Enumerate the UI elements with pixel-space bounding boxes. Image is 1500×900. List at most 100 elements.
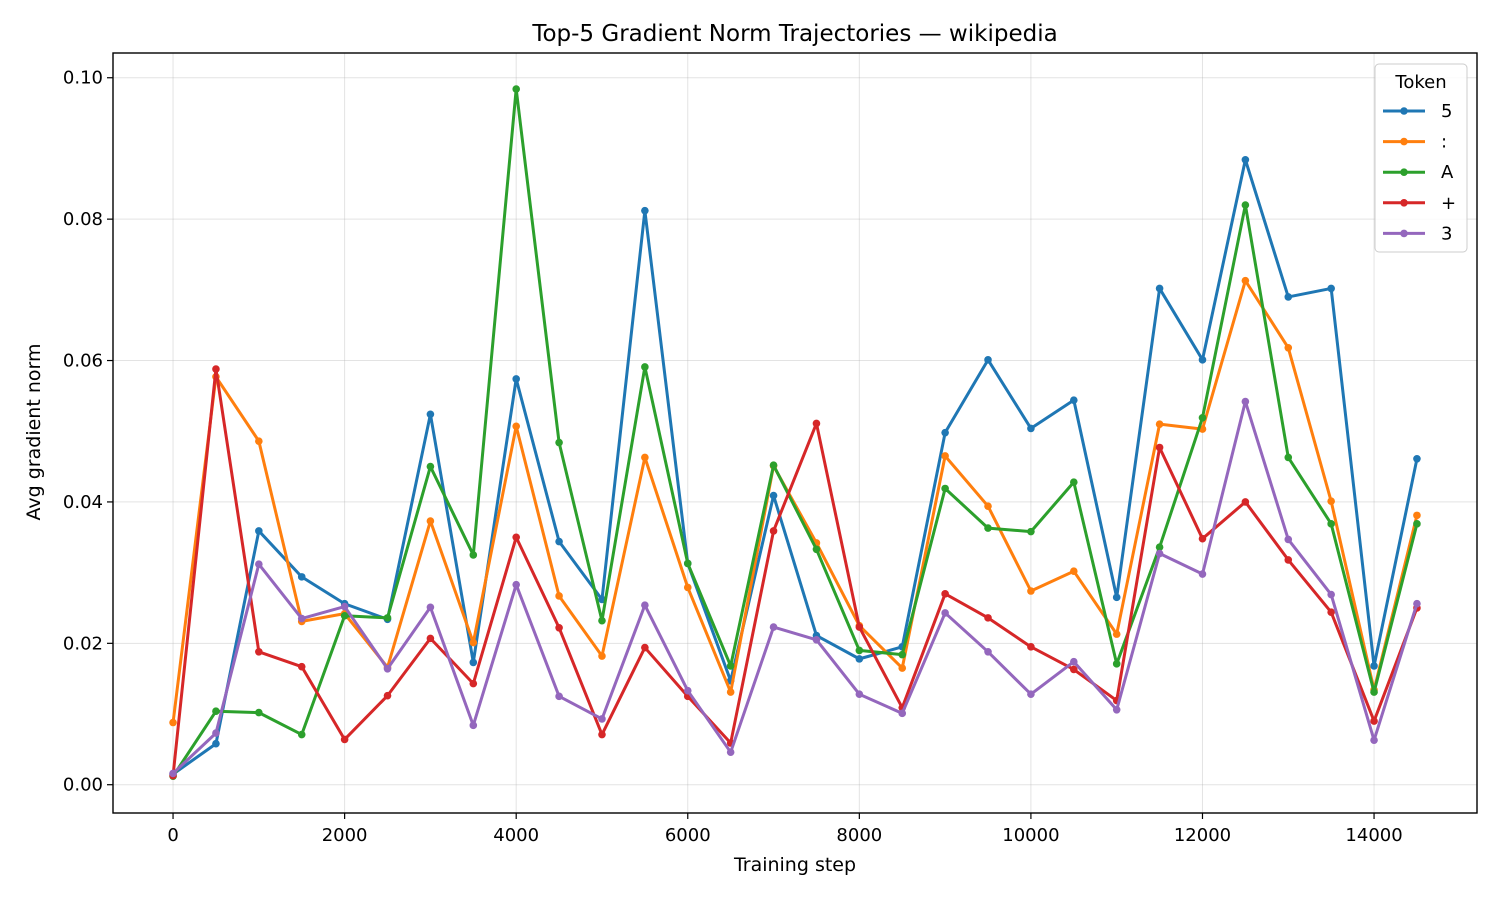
data-point (898, 650, 907, 659)
series-4 (169, 365, 1421, 780)
legend-marker (1400, 107, 1408, 115)
data-point (340, 602, 349, 611)
data-point (426, 603, 435, 612)
data-point (297, 662, 306, 671)
data-point (512, 422, 520, 431)
chart-title: Top-5 Gradient Norm Trajectories — wikip… (531, 21, 1057, 47)
data-point (1070, 657, 1078, 666)
data-point (469, 658, 478, 667)
data-point (641, 453, 649, 462)
y-tick-label: 0.00 (63, 775, 103, 796)
data-point (1370, 688, 1378, 696)
data-point (1027, 424, 1035, 433)
data-point (812, 545, 821, 554)
series-5 (169, 397, 1421, 778)
data-point (812, 419, 821, 428)
plot-area-frame (112, 52, 1478, 814)
data-point (426, 634, 435, 643)
series-line (171, 87, 1419, 778)
data-point (1112, 660, 1121, 668)
legend-marker (1400, 199, 1408, 207)
data-point (855, 655, 864, 663)
legend-entries: 5: A +3 (1383, 101, 1456, 244)
data-point (426, 517, 435, 525)
series-3 (169, 85, 1421, 781)
data-point (512, 533, 520, 542)
data-point (212, 365, 220, 373)
data-point (426, 462, 435, 471)
data-point (255, 648, 263, 656)
data-point (598, 715, 606, 723)
y-tick-label: 0.08 (63, 209, 103, 230)
series-1 (169, 155, 1421, 778)
data-point (1155, 284, 1164, 293)
data-point (1413, 455, 1421, 463)
legend-marker (1400, 137, 1408, 146)
data-point (1198, 414, 1207, 422)
x-tick-label: 8000 (836, 825, 882, 846)
data-point (683, 583, 692, 592)
data-point (1155, 420, 1164, 428)
data-point (1241, 498, 1250, 506)
data-point (1241, 397, 1250, 406)
legend-marker (1400, 229, 1408, 238)
data-point (1070, 665, 1078, 674)
data-point (1413, 511, 1421, 520)
data-point (426, 410, 435, 419)
legend-label: : (1441, 132, 1447, 153)
legend-entry: A (1383, 162, 1454, 183)
data-point (1198, 570, 1207, 578)
y-tick-label: 0.02 (63, 633, 103, 654)
legend-label: 3 (1441, 223, 1452, 244)
data-point (469, 551, 478, 559)
data-point (941, 609, 949, 617)
data-point (641, 601, 649, 609)
data-point (598, 730, 606, 739)
legend-label: + (1441, 193, 1456, 214)
data-point (212, 707, 220, 715)
data-point (1027, 527, 1035, 536)
data-point (984, 614, 992, 622)
legend-entry: : (1383, 132, 1447, 153)
y-axis-title: Avg gradient norm (23, 344, 45, 521)
data-point (212, 729, 220, 737)
x-tick-label: 12000 (1174, 825, 1231, 846)
data-point (641, 643, 649, 652)
data-point (726, 662, 735, 670)
data-point (297, 573, 306, 581)
data-point (598, 652, 606, 660)
data-point (1155, 543, 1164, 551)
x-tick-label: 0 (167, 825, 178, 846)
x-tick-label: 6000 (665, 825, 711, 846)
data-point (1284, 535, 1293, 544)
data-point (598, 616, 606, 625)
data-point (1284, 453, 1293, 462)
legend-label: 5 (1441, 101, 1452, 122)
data-point (1070, 396, 1078, 404)
data-point (512, 85, 520, 93)
data-point (898, 709, 907, 718)
data-point (383, 691, 392, 700)
data-point (769, 461, 778, 469)
data-point (255, 708, 263, 717)
legend-entry: 3 (1383, 223, 1452, 244)
data-point (641, 363, 649, 371)
data-point (1241, 276, 1250, 285)
data-point (769, 623, 778, 631)
data-point (984, 502, 992, 510)
grid (113, 53, 1477, 813)
data-point (726, 688, 735, 696)
data-point (297, 730, 306, 739)
data-point (383, 664, 392, 673)
data-point (555, 692, 563, 701)
data-point (941, 590, 949, 598)
data-point (169, 718, 177, 727)
data-point (255, 437, 263, 445)
data-point (1112, 630, 1121, 638)
data-point (1070, 567, 1078, 576)
data-point (1027, 690, 1035, 699)
data-point (469, 721, 478, 730)
data-point (855, 690, 864, 699)
data-point (1370, 662, 1378, 670)
